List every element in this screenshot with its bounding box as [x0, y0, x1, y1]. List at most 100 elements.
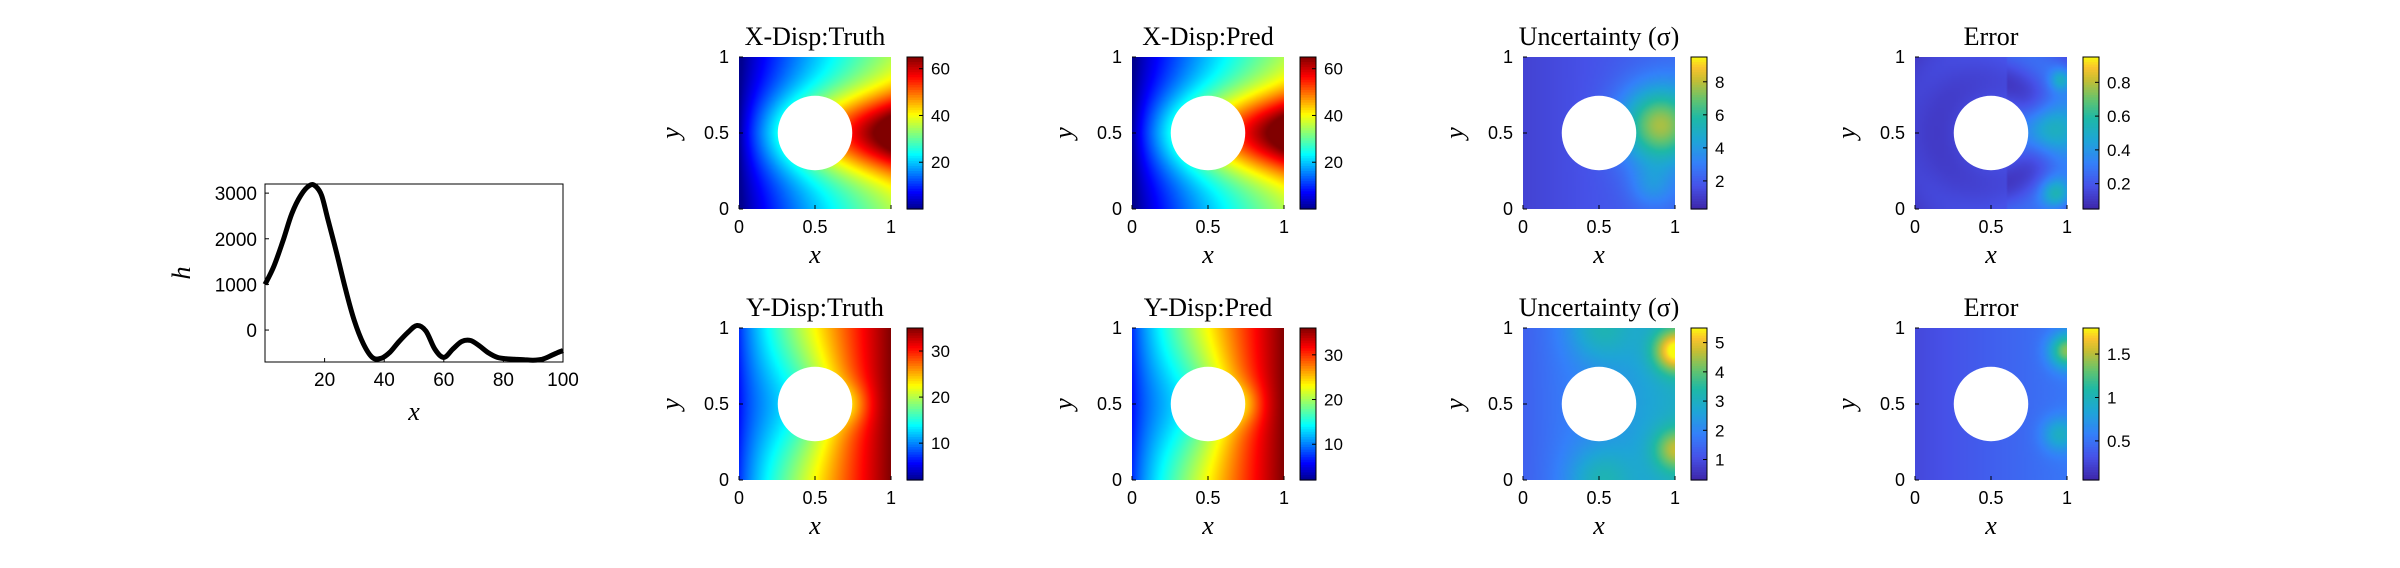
colorbar-swatch [907, 398, 923, 403]
colorbar-tick-label: 2 [1715, 421, 1724, 440]
colorbar-swatch [2083, 72, 2099, 76]
colorbar-swatch [907, 363, 923, 367]
colorbar-swatch [2083, 64, 2099, 68]
colorbar-swatch [2083, 416, 2099, 420]
colorbar-swatch [907, 472, 923, 476]
colorbar-swatch [1691, 328, 1707, 332]
colorbar-swatch [2083, 330, 2099, 334]
colorbar-swatch [1691, 140, 1707, 144]
colorbar-swatch [907, 396, 923, 400]
x-tick-label: 0.5 [1586, 217, 1611, 237]
colorbar-swatch [1300, 429, 1316, 433]
colorbar-swatch [1300, 79, 1316, 83]
y-tick-label: 0.5 [704, 123, 729, 143]
colorbar-swatch [1691, 459, 1707, 463]
colorbar-swatch [1300, 386, 1316, 390]
colorbar-swatch [1300, 140, 1316, 144]
colorbar-swatch [1691, 477, 1707, 481]
y-tick-label: 0 [719, 470, 729, 490]
colorbar-swatch [907, 145, 923, 149]
colorbar-swatch [2083, 426, 2099, 430]
colorbar-swatch [1300, 421, 1316, 425]
colorbar-swatch [907, 100, 923, 104]
colorbar-swatch [907, 77, 923, 81]
colorbar-swatch [1691, 421, 1707, 425]
hole-circle [1170, 95, 1246, 171]
colorbar-tick-label: 20 [931, 153, 950, 172]
colorbar-swatch [1691, 373, 1707, 377]
colorbar-swatch [907, 198, 923, 202]
x-tick-label: 0 [1518, 217, 1528, 237]
colorbar-swatch [2083, 112, 2099, 116]
x-axis-label: x [407, 397, 420, 426]
colorbar-swatch [2083, 472, 2099, 476]
x-axis-label: x [1592, 240, 1605, 269]
colorbar-swatch [1691, 79, 1707, 83]
y-tick-label: 0.5 [1097, 123, 1122, 143]
colorbar-swatch [1300, 203, 1316, 208]
colorbar-swatch [1691, 82, 1707, 86]
colorbar-swatch [2083, 67, 2099, 71]
x-tick-label: 0 [1910, 217, 1920, 237]
colorbar-swatch [1691, 464, 1707, 468]
colorbar-swatch [907, 414, 923, 418]
y-tick-label: 0 [1895, 470, 1905, 490]
colorbar-swatch [2083, 168, 2099, 172]
colorbar-swatch [1691, 102, 1707, 106]
y-tick-label: 0 [1112, 199, 1122, 219]
y-tick-label: 1 [1895, 318, 1905, 338]
colorbar-swatch [1300, 434, 1316, 438]
x-tick-label: 0 [1127, 488, 1137, 508]
colorbar-swatch [1691, 150, 1707, 154]
colorbar-swatch [907, 148, 923, 152]
x-axis-label: x [1201, 240, 1214, 269]
colorbar-swatch [907, 386, 923, 390]
colorbar-swatch [1300, 330, 1316, 334]
colorbar-swatch [1300, 396, 1316, 400]
colorbar-swatch [1300, 198, 1316, 202]
colorbar-swatch [1300, 206, 1316, 210]
y-tick-label: 1 [1112, 318, 1122, 338]
colorbar-tick-label: 1 [2107, 388, 2116, 407]
colorbar-swatch [907, 112, 923, 116]
colorbar-swatch [907, 350, 923, 354]
colorbar-swatch [907, 393, 923, 397]
colorbar-swatch [1300, 188, 1316, 192]
colorbar-swatch [1300, 454, 1316, 458]
colorbar-swatch [907, 72, 923, 76]
colorbar-swatch [1300, 358, 1316, 362]
colorbar-swatch [1300, 165, 1316, 170]
colorbar-swatch [2083, 388, 2099, 392]
colorbar-swatch [2083, 404, 2099, 408]
x-tick-label: 1 [886, 488, 896, 508]
colorbar-swatch [2083, 203, 2099, 208]
colorbar-swatch [907, 436, 923, 441]
colorbar-swatch [2083, 150, 2099, 154]
colorbar-swatch [2083, 87, 2099, 91]
y-tick-label: 0.5 [1880, 394, 1905, 414]
colorbar-swatch [2083, 201, 2099, 205]
colorbar-swatch [907, 155, 923, 159]
colorbar-tick-label: 0.5 [2107, 432, 2131, 451]
x-tick-label: 1 [886, 217, 896, 237]
colorbar-swatch [1300, 419, 1316, 423]
colorbar-swatch [2083, 386, 2099, 390]
y-axis-label: y [1832, 398, 1861, 413]
colorbar-swatch [1691, 409, 1707, 413]
colorbar-swatch [2083, 130, 2099, 134]
colorbar-swatch [907, 127, 923, 132]
colorbar-swatch [1691, 165, 1707, 170]
colorbar-swatch [1691, 411, 1707, 415]
heatmap-panel-2: X-Disp:Pred 0 0.5 1 0 0.5 1 x y 20 40 60 [1049, 22, 1343, 269]
colorbar-tick-label: 40 [931, 106, 950, 125]
colorbar-swatch [1691, 143, 1707, 147]
colorbar-swatch [2083, 183, 2099, 187]
y-axis-label: y [1440, 398, 1469, 413]
colorbar-frame [1690, 56, 1708, 210]
x-axis-label: x [1984, 511, 1997, 540]
colorbar-swatch [1691, 62, 1707, 66]
colorbar-swatch [2083, 193, 2099, 197]
colorbar-swatch [907, 117, 923, 121]
chart-title: X-Disp:Pred [1142, 22, 1273, 51]
colorbar-swatch [1691, 401, 1707, 405]
